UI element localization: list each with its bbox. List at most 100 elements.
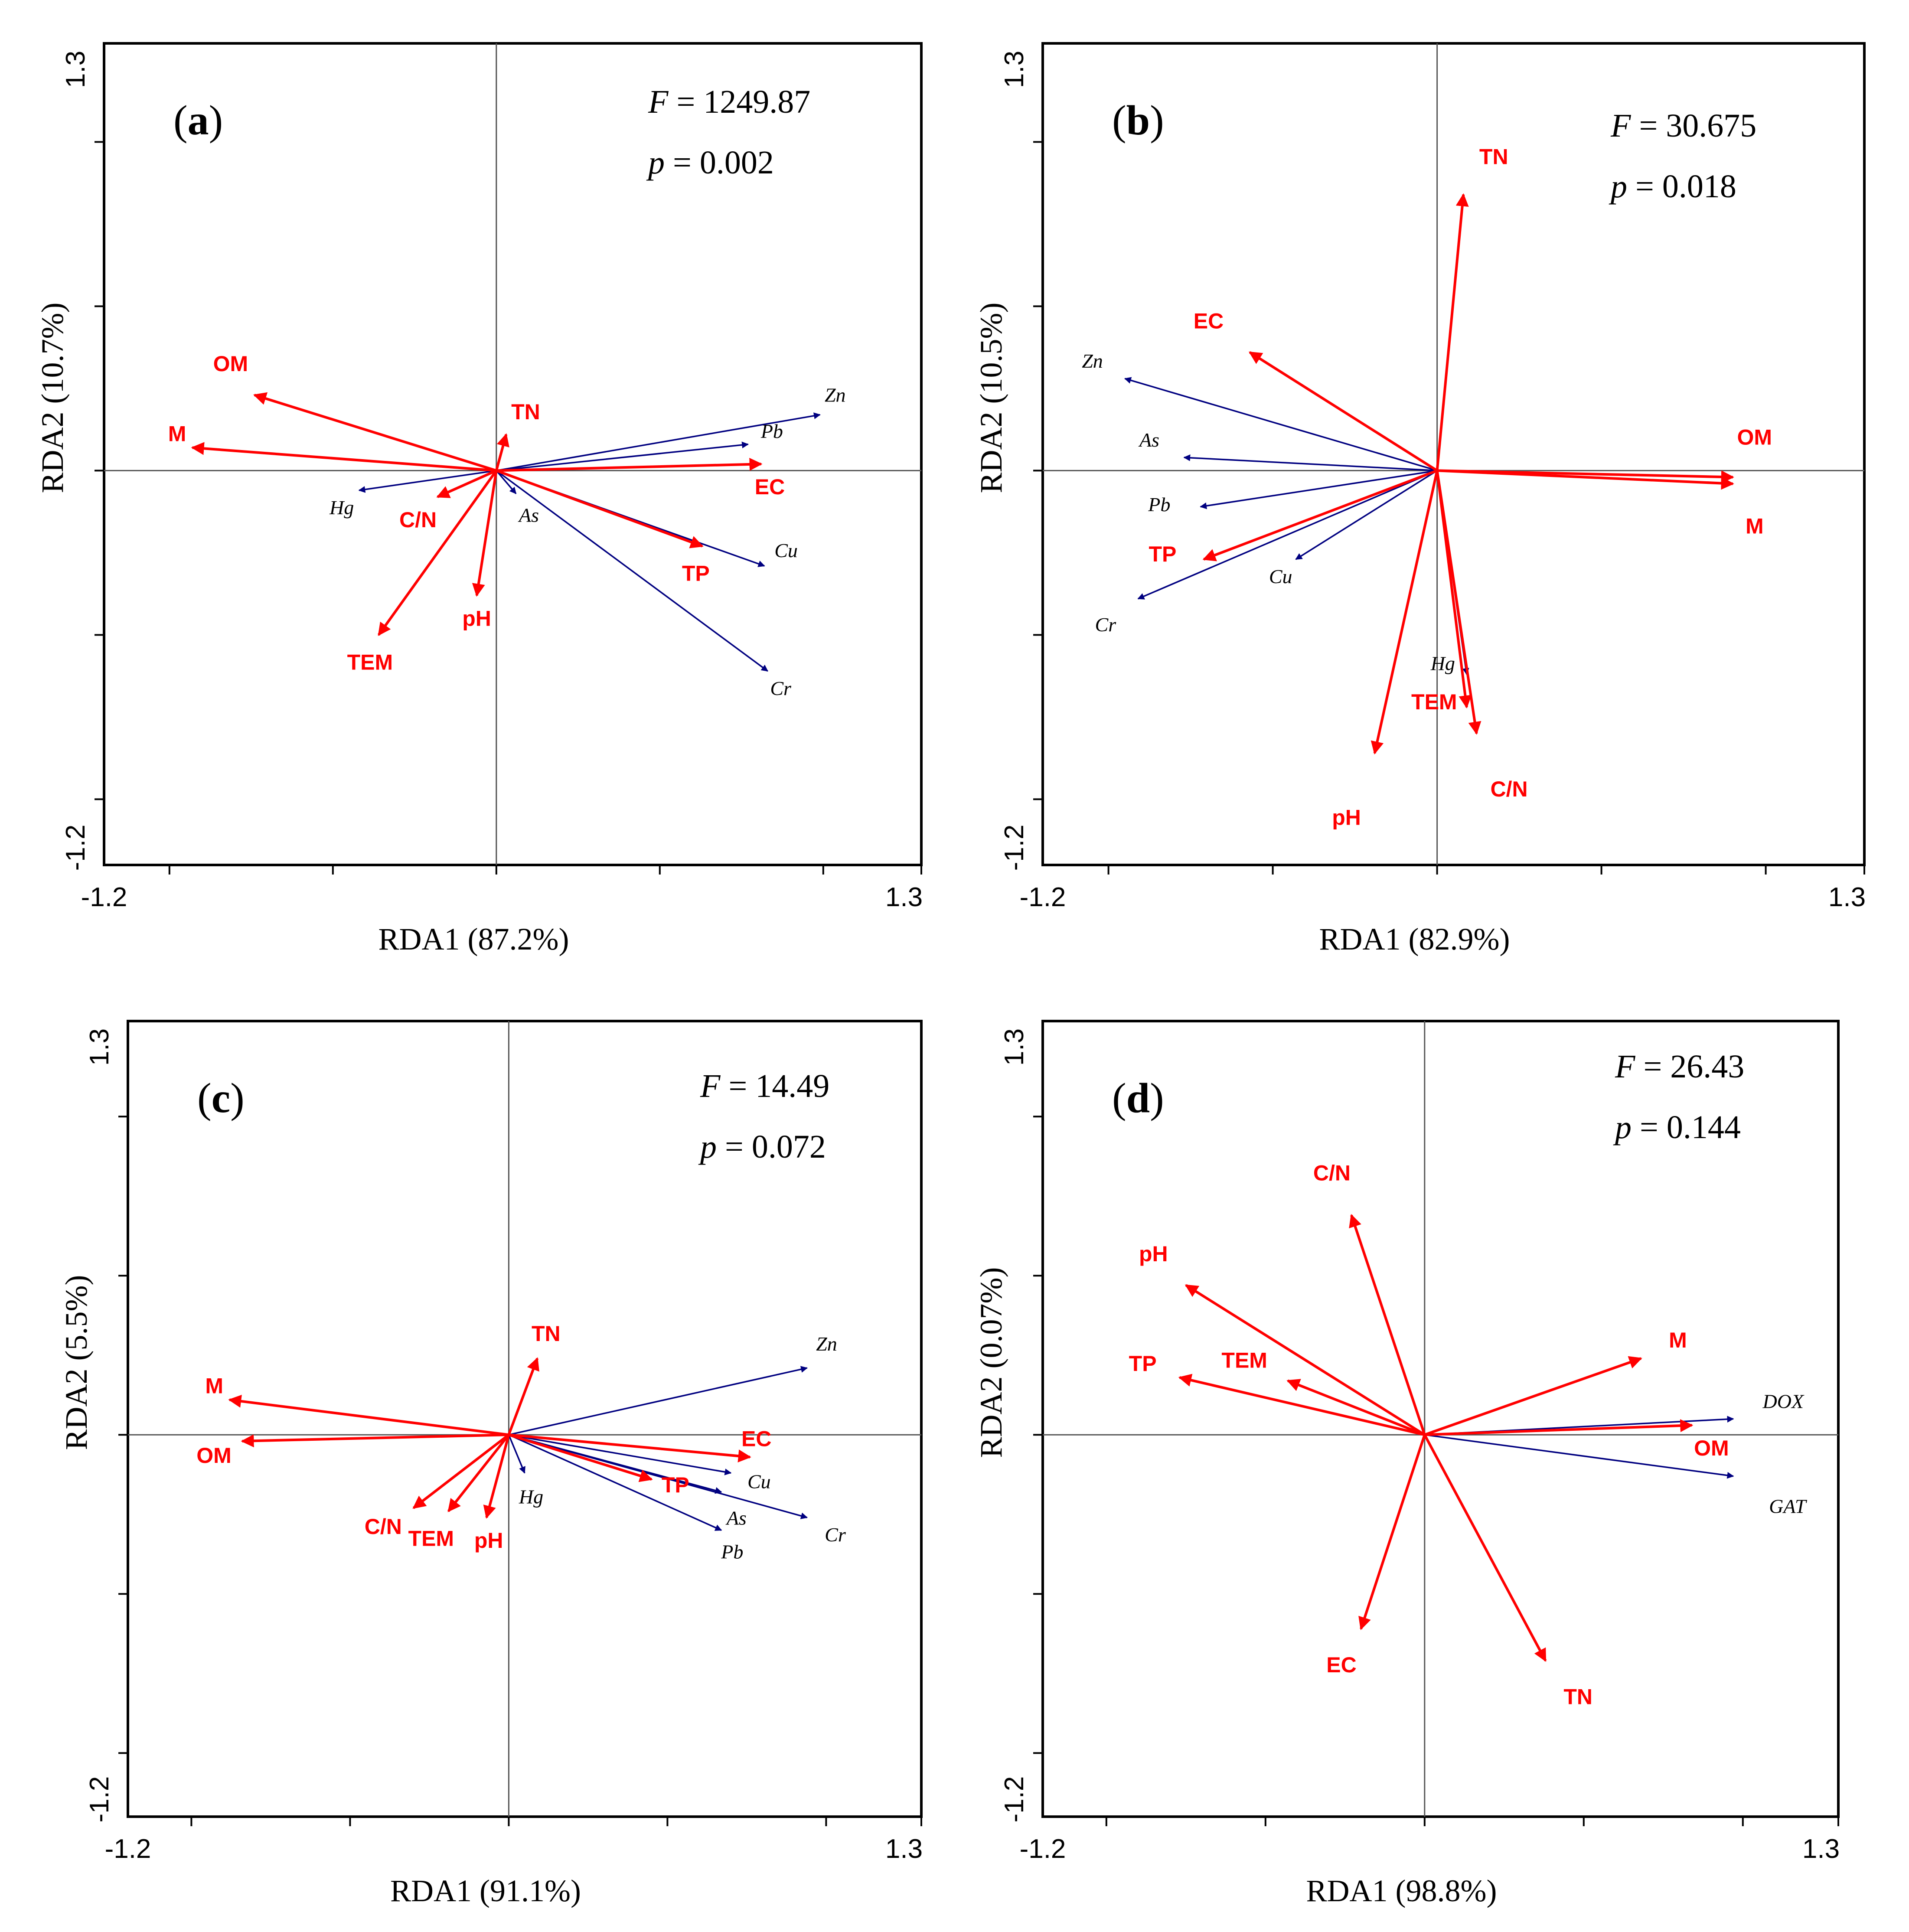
panel-d: -1.2 1.3 -1.2 1.3 RDA1 (98.8%) RDA2 (0.07%) (d…: [974, 1020, 1840, 1908]
y-tick-label-max: 1.3: [999, 1028, 1029, 1066]
species-arrow-cr: [508, 1434, 808, 1519]
env-label-tem: TEM: [1221, 1348, 1267, 1372]
env-label-m: M: [205, 1374, 223, 1398]
env-label-c-n: C/N: [399, 508, 437, 532]
species-arrow-zn: [509, 1366, 808, 1436]
env-arrow-om: [241, 1433, 509, 1448]
env-label-ec: EC: [741, 1427, 771, 1451]
x-tick-label-max: 1.3: [1828, 882, 1866, 912]
f-statistic: F = 30.675: [1610, 108, 1756, 144]
env-arrow-tn: [495, 433, 509, 471]
env-arrow-om: [1424, 1419, 1694, 1436]
f-statistic: F = 14.49: [700, 1068, 829, 1104]
species-label-zn: Zn: [816, 1333, 837, 1355]
panel-label: (b): [1112, 97, 1164, 144]
env-arrow-om: [253, 392, 497, 472]
x-tick-label-max: 1.3: [885, 882, 923, 912]
env-arrow-m: [191, 442, 497, 472]
env-label-tn: TN: [532, 1322, 561, 1346]
species-label-pb: Pb: [721, 1540, 743, 1563]
y-axis-title: RDA2 (0.07%): [974, 1267, 1008, 1458]
x-axis-title: RDA1 (82.9%): [1319, 922, 1510, 956]
y-tick-label-max: 1.3: [61, 51, 91, 88]
species-arrow-pb: [1200, 470, 1437, 509]
env-label-ph: pH: [1332, 805, 1361, 829]
species-label-cu: Cu: [774, 539, 798, 561]
species-label-cr: Cr: [825, 1524, 846, 1546]
x-axis-title: RDA1 (98.8%): [1306, 1873, 1497, 1908]
env-arrow-tn: [1436, 193, 1469, 471]
species-label-hg: Hg: [329, 496, 354, 519]
env-arrow-ph: [472, 470, 498, 597]
species-arrow-pb: [496, 441, 749, 472]
env-label-m: M: [168, 421, 186, 446]
species-label-pb: Pb: [1148, 493, 1170, 516]
species-arrow-hg: [358, 470, 497, 493]
species-label-cu: Cu: [747, 1470, 771, 1492]
species-label-gat: GAT: [1769, 1495, 1808, 1518]
y-axis-title: RDA2 (5.5%): [59, 1275, 94, 1450]
env-label-m: M: [1669, 1328, 1687, 1352]
species-label-cu: Cu: [1269, 565, 1292, 587]
env-arrow-ph: [1185, 1284, 1426, 1436]
species-arrow-gat: [1424, 1434, 1734, 1479]
species-label-as: As: [518, 504, 539, 526]
env-label-c-n: C/N: [1491, 777, 1528, 801]
env-label-ph: pH: [1139, 1242, 1168, 1266]
f-statistic: F = 26.43: [1615, 1048, 1744, 1085]
env-label-ec: EC: [1194, 309, 1224, 333]
env-label-tp: TP: [1149, 542, 1176, 566]
panel-a: -1.2 1.3 -1.2 1.3 RDA1 (87.2%) RDA2 (10.7%) (a…: [35, 42, 923, 956]
env-label-tp: TP: [682, 561, 710, 586]
env-arrow-c-n: [412, 1433, 510, 1509]
env-label-om: OM: [196, 1443, 232, 1468]
p-value: p = 0.018: [1609, 168, 1736, 205]
x-tick-label-min: -1.2: [105, 1834, 151, 1864]
env-label-tn: TN: [511, 400, 540, 424]
species-label-cr: Cr: [770, 677, 792, 699]
species-arrow-cu: [1295, 470, 1438, 560]
plot-frame: [1041, 1020, 1840, 1818]
species-arrow-pb: [508, 1434, 722, 1531]
env-arrow-tn: [507, 1357, 539, 1436]
species-arrow-zn: [496, 412, 821, 472]
env-label-om: OM: [1737, 425, 1772, 450]
env-label-tp: TP: [1129, 1351, 1157, 1376]
env-arrow-ph: [483, 1434, 510, 1519]
env-arrow-c-n: [1349, 1214, 1426, 1436]
env-arrow-ec: [496, 457, 763, 472]
env-label-c-n: C/N: [1313, 1161, 1351, 1185]
f-statistic: F = 1249.87: [648, 84, 810, 120]
env-arrow-c-n: [1436, 470, 1482, 735]
env-arrow-m: [1437, 469, 1734, 490]
x-axis-title: RDA1 (91.1%): [390, 1873, 581, 1908]
species-label-zn: Zn: [825, 384, 846, 406]
species-label-hg: Hg: [1430, 652, 1455, 674]
env-arrow-m: [228, 1394, 509, 1436]
y-tick-label-min: -1.2: [85, 1776, 114, 1823]
panel-label: (a): [173, 97, 223, 144]
plot-frame: [127, 1020, 923, 1818]
env-label-om: OM: [213, 352, 248, 376]
species-label-dox: DOX: [1762, 1390, 1805, 1413]
x-axis-title: RDA1 (87.2%): [379, 922, 569, 956]
y-tick-label-min: -1.2: [999, 825, 1029, 871]
env-label-ph: pH: [462, 606, 491, 630]
env-label-tem: TEM: [408, 1526, 454, 1550]
env-label-ec: EC: [1326, 1653, 1356, 1677]
species-arrow-zn: [1124, 377, 1438, 472]
env-label-tem: TEM: [347, 650, 393, 674]
y-tick-label-min: -1.2: [999, 1776, 1029, 1823]
species-arrow-as: [1183, 454, 1437, 472]
species-label-zn: Zn: [1082, 350, 1103, 372]
env-label-c-n: C/N: [365, 1514, 402, 1539]
env-arrow-m: [1424, 1356, 1642, 1436]
species-label-pb: Pb: [760, 420, 783, 442]
plot-frame: [103, 42, 923, 866]
species-label-hg: Hg: [519, 1485, 543, 1508]
y-axis-title: RDA2 (10.7%): [35, 303, 70, 493]
x-tick-label-max: 1.3: [885, 1834, 923, 1864]
y-tick-label-max: 1.3: [999, 51, 1029, 88]
y-tick-label-max: 1.3: [85, 1028, 114, 1066]
env-label-tem: TEM: [1411, 690, 1457, 714]
